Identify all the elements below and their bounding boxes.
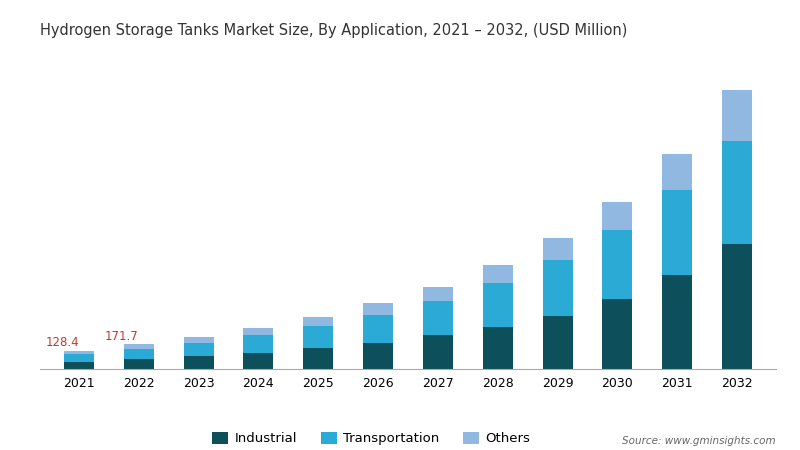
Bar: [184, 356, 214, 369]
Bar: [662, 154, 692, 190]
Bar: [602, 299, 632, 369]
Bar: [722, 141, 752, 244]
Bar: [542, 316, 573, 369]
Bar: [423, 287, 453, 301]
Bar: [542, 260, 573, 316]
Bar: [363, 315, 393, 342]
Bar: [602, 202, 632, 230]
Bar: [363, 303, 393, 315]
Bar: [662, 274, 692, 369]
Bar: [124, 344, 154, 349]
Bar: [482, 328, 513, 369]
Bar: [303, 326, 334, 348]
Bar: [363, 342, 393, 369]
Bar: [64, 362, 94, 369]
Text: Source: www.gminsights.com: Source: www.gminsights.com: [622, 436, 776, 446]
Bar: [243, 352, 274, 369]
Bar: [602, 230, 632, 299]
Bar: [303, 317, 334, 326]
Text: Hydrogen Storage Tanks Market Size, By Application, 2021 – 2032, (USD Million): Hydrogen Storage Tanks Market Size, By A…: [40, 22, 627, 37]
Bar: [243, 328, 274, 335]
Bar: [184, 342, 214, 356]
Text: 171.7: 171.7: [105, 330, 139, 343]
Bar: [482, 283, 513, 328]
Bar: [124, 359, 154, 369]
Bar: [64, 351, 94, 354]
Bar: [184, 337, 214, 342]
Text: 128.4: 128.4: [46, 336, 79, 349]
Bar: [243, 335, 274, 352]
Bar: [662, 190, 692, 274]
Bar: [482, 265, 513, 283]
Bar: [722, 90, 752, 141]
Bar: [722, 244, 752, 369]
Bar: [542, 238, 573, 260]
Bar: [423, 335, 453, 369]
Bar: [423, 301, 453, 335]
Legend: Industrial, Transportation, Others: Industrial, Transportation, Others: [206, 427, 536, 450]
Bar: [303, 348, 334, 369]
Bar: [64, 354, 94, 362]
Bar: [124, 349, 154, 359]
